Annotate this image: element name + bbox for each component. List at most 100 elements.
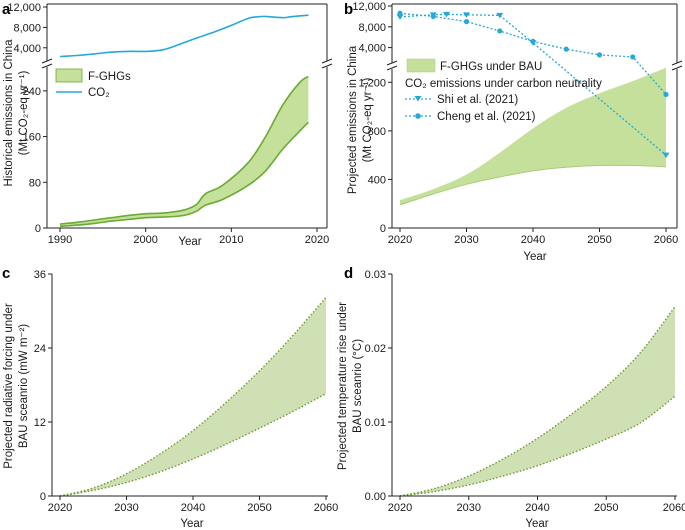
panel-d-ytick-label: 0.03 xyxy=(365,269,386,281)
axis-break-right-slash-1 xyxy=(321,58,333,64)
legend-co2-title: CO₂ emissions under carbon neutrality xyxy=(405,78,602,90)
cheng-marker xyxy=(463,19,470,25)
panel-b-lower-ytick-label: 1,200 xyxy=(358,77,386,89)
panel-d-xtick-label: 2040 xyxy=(525,502,549,514)
panel-c-xtick-label: 2020 xyxy=(48,502,72,514)
panel-c-ylabel-units: BAU sceanrio (mW m⁻²) xyxy=(18,324,30,448)
cheng-marker xyxy=(630,54,636,60)
panel-b-xtick-label: 2030 xyxy=(454,234,478,246)
panel-d-xtick-label: 2020 xyxy=(388,502,412,514)
panel-b-xtick-label: 2020 xyxy=(388,234,412,246)
cheng-marker xyxy=(397,10,403,16)
shi-marker xyxy=(496,12,504,19)
panel-a-xlabel: Year xyxy=(178,236,201,248)
axis-break-right-gap xyxy=(321,61,333,67)
legend-fgas-bau-label: F-GHGs under BAU xyxy=(440,61,542,73)
panel-b-xtick-label: 2060 xyxy=(654,234,678,246)
axis-break-right-slash-2 xyxy=(321,63,333,69)
panel-b-upper-ytick-label: 12,000 xyxy=(352,1,386,13)
panel-a-upper-ytick-label: 4,000 xyxy=(13,43,41,55)
panel-a-plot: 1990 2000 2010 2020 4,000 8,000 12,000 0 80 160 24… xyxy=(7,2,333,246)
panel-d-ylabel-units: BAU sceanrio (°C) xyxy=(352,339,364,433)
panel-a-lower-ytick-label: 0 xyxy=(35,223,41,235)
axis-break-left-slash-2 xyxy=(41,63,53,69)
projection-band xyxy=(400,306,675,496)
projection-upper-line xyxy=(59,296,327,497)
panel-b-lower-ytick-label: 400 xyxy=(368,174,386,186)
legend-shi-marker xyxy=(414,96,422,102)
panel-b-label: b xyxy=(344,1,353,18)
panel-c-ytick-label: 0 xyxy=(40,491,46,503)
panel-a-xtick-label: 2020 xyxy=(305,234,329,246)
legend-cheng-marker xyxy=(415,113,421,119)
panel-d-xtick-label: 2050 xyxy=(594,502,618,514)
fgas-upper-line xyxy=(59,75,309,225)
panel-d-ytick-label: 0.01 xyxy=(365,417,386,429)
projection-band xyxy=(60,297,326,496)
axis-break-left-slash-1 xyxy=(41,58,53,64)
axis-break-left-slash-2 xyxy=(386,65,398,71)
axis-break-left-gap xyxy=(386,63,398,69)
legend-fgas-bau-swatch xyxy=(406,58,436,73)
projection-lower-line xyxy=(59,392,327,497)
cheng-marker xyxy=(530,38,536,44)
panel-a-lower-ytick-label: 160 xyxy=(23,132,41,144)
panel-a-xtick-label: 1990 xyxy=(48,234,72,246)
projection-lower-line xyxy=(399,395,676,497)
panel-c-xlabel: Year xyxy=(180,518,203,530)
panel-b-xlabel: Year xyxy=(523,251,546,263)
legend-shi-label: Shi et al. (2021) xyxy=(437,94,518,106)
projection-upper-line xyxy=(399,306,676,497)
axis-break-right-gap xyxy=(671,63,683,69)
cheng-marker xyxy=(596,52,603,58)
panel-a-upper-ytick-label: 8,000 xyxy=(13,22,41,34)
panel-c-xtick-label: 2060 xyxy=(314,502,338,514)
panel-a-lower-ytick-label: 80 xyxy=(29,177,41,189)
panel-b: b Projected emissions in China (Mt CO₂-e… xyxy=(344,1,683,263)
panel-d-xlabel: Year xyxy=(525,518,548,530)
panel-b-lower-ytick-label: 0 xyxy=(380,223,386,235)
panel-c-ytick-label: 24 xyxy=(34,343,46,355)
fgas-bau-band xyxy=(400,67,666,205)
panel-c: c Projected radiative forcing under BAU … xyxy=(2,265,338,530)
axis-break-left-gap xyxy=(41,61,53,67)
panel-c-xtick-label: 2050 xyxy=(247,502,271,514)
panel-a-label: a xyxy=(2,1,11,18)
panel-a-ylabel-units: (Mt CO₂-eq yr⁻¹) xyxy=(18,71,30,156)
fgas-lower-line xyxy=(59,121,309,228)
panel-b-xtick-label: 2050 xyxy=(587,234,611,246)
panel-b-upper-ytick-label: 8,000 xyxy=(358,22,386,34)
cheng-marker xyxy=(430,13,436,19)
panel-b-xtick-label: 2040 xyxy=(521,234,545,246)
shi-marker xyxy=(396,14,404,20)
axis-break-right-slash-2 xyxy=(671,65,683,71)
cheng-marker xyxy=(497,28,503,34)
panel-c-xtick-label: 2040 xyxy=(181,502,205,514)
panel-c-label: c xyxy=(2,265,10,282)
legend-fgas-swatch xyxy=(55,68,83,83)
co2-line xyxy=(59,14,309,58)
fgas-bau-lower-edge xyxy=(399,164,667,206)
legend-co2-label: CO₂ xyxy=(88,87,110,99)
panel-d-ytick-label: 0.00 xyxy=(365,491,386,503)
axis-break-left-slash-1 xyxy=(386,60,398,66)
axis-break-right-slash-1 xyxy=(671,60,683,66)
shi-marker xyxy=(463,12,470,18)
panel-a-lower-ytick-label: 240 xyxy=(23,86,41,98)
panel-d: d Projected temperature rise under BAU s… xyxy=(337,265,685,530)
panel-d-ytick-label: 0.02 xyxy=(365,343,386,355)
panel-b-upper-ytick-label: 4,000 xyxy=(358,43,386,55)
shi-marker xyxy=(443,11,451,18)
panel-d-ylabel: Projected temperature rise under xyxy=(337,302,349,470)
panel-a-xtick-label: 2010 xyxy=(219,234,243,246)
panel-c-plot: 2020 2030 2040 2050 2060 0 12 24 36 xyxy=(34,269,338,514)
shi-marker xyxy=(662,152,670,159)
panel-d-xtick-label: 2030 xyxy=(457,502,481,514)
panel-c-xtick-label: 2030 xyxy=(114,502,138,514)
panel-c-ytick-label: 36 xyxy=(34,269,46,281)
panel-b-ylabel-units: (Mt CO₂-eq yr⁻¹) xyxy=(362,78,374,163)
panel-b-lower-ytick-label: 800 xyxy=(368,126,386,138)
fgas-band xyxy=(60,76,309,227)
panel-c-ytick-label: 12 xyxy=(34,417,46,429)
